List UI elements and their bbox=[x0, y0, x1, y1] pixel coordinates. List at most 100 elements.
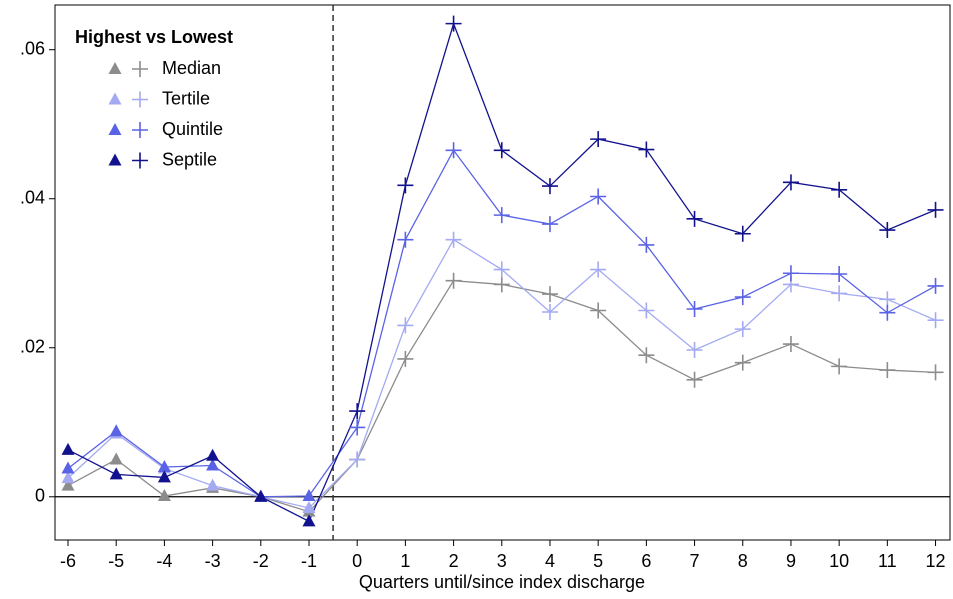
x-tick-label: 0 bbox=[352, 551, 362, 571]
triangle-marker bbox=[61, 471, 75, 484]
x-tick-label: 6 bbox=[641, 551, 651, 571]
x-tick-label: 11 bbox=[878, 551, 897, 571]
triangle-marker bbox=[109, 467, 123, 480]
legend-title: Highest vs Lowest bbox=[75, 27, 233, 47]
plus-marker bbox=[493, 207, 510, 224]
triangle-marker bbox=[61, 478, 75, 491]
plus-marker bbox=[590, 188, 607, 205]
triangle-marker bbox=[157, 489, 171, 502]
triangle-marker bbox=[61, 461, 75, 474]
plus-marker bbox=[445, 15, 462, 32]
plus-marker bbox=[638, 302, 655, 319]
triangle-marker bbox=[61, 442, 75, 455]
plus-marker bbox=[397, 231, 414, 248]
triangle-marker bbox=[302, 489, 316, 502]
x-tick-label: 2 bbox=[449, 551, 459, 571]
triangle-marker bbox=[157, 459, 171, 472]
plus-marker bbox=[782, 336, 799, 353]
plus-marker bbox=[734, 321, 751, 338]
triangle-marker bbox=[109, 452, 123, 465]
plus-marker bbox=[927, 201, 944, 218]
x-tick-label: -3 bbox=[205, 551, 221, 571]
plus-marker bbox=[541, 286, 558, 303]
legend-label: Median bbox=[162, 58, 221, 78]
legend-triangle bbox=[108, 123, 122, 135]
x-tick-label: -6 bbox=[60, 551, 76, 571]
plus-marker bbox=[541, 178, 558, 195]
plus-marker bbox=[541, 303, 558, 320]
plus-marker bbox=[493, 276, 510, 293]
plus-marker bbox=[397, 177, 414, 194]
legend-plus bbox=[132, 91, 148, 108]
plus-marker bbox=[879, 304, 896, 321]
plus-marker bbox=[686, 341, 703, 358]
triangle-marker bbox=[157, 470, 171, 483]
x-tick-label: 5 bbox=[593, 551, 603, 571]
x-tick-label: -1 bbox=[301, 551, 317, 571]
plus-marker bbox=[638, 141, 655, 158]
plus-marker bbox=[879, 291, 896, 308]
x-tick-label: 9 bbox=[786, 551, 796, 571]
legend-plus bbox=[132, 152, 148, 169]
triangle-marker bbox=[206, 448, 220, 461]
plus-marker bbox=[349, 419, 366, 436]
plus-marker bbox=[686, 210, 703, 227]
plus-marker bbox=[541, 216, 558, 233]
plus-marker bbox=[590, 261, 607, 278]
plus-marker bbox=[590, 302, 607, 319]
triangle-marker bbox=[109, 424, 123, 437]
triangle-marker bbox=[206, 478, 220, 491]
plus-marker bbox=[927, 312, 944, 329]
plus-marker bbox=[782, 265, 799, 282]
plus-marker bbox=[445, 142, 462, 159]
plus-marker bbox=[638, 236, 655, 253]
plus-marker bbox=[349, 451, 366, 468]
series-line bbox=[67, 149, 936, 498]
plus-marker bbox=[734, 354, 751, 371]
plus-marker bbox=[397, 317, 414, 334]
plus-marker bbox=[445, 231, 462, 248]
legend-plus bbox=[132, 61, 148, 77]
x-tick-label: 7 bbox=[690, 551, 700, 571]
plus-marker bbox=[879, 222, 896, 239]
plus-marker bbox=[445, 272, 462, 289]
triangle-marker bbox=[302, 514, 316, 527]
plus-marker bbox=[638, 347, 655, 364]
plus-marker bbox=[879, 362, 896, 379]
series-line bbox=[67, 280, 936, 513]
legend-label: Tertile bbox=[162, 88, 210, 108]
legend-triangle bbox=[108, 153, 122, 166]
plus-marker bbox=[831, 181, 848, 198]
plus-marker bbox=[493, 142, 510, 159]
x-tick-label: 8 bbox=[738, 551, 748, 571]
x-tick-label: 10 bbox=[829, 551, 849, 571]
plus-marker bbox=[734, 289, 751, 306]
legend-plus bbox=[132, 122, 148, 138]
legend-triangle bbox=[108, 92, 122, 105]
x-tick-label: 4 bbox=[545, 551, 555, 571]
plus-marker bbox=[686, 371, 703, 388]
legend-label: Septile bbox=[162, 149, 217, 169]
triangle-marker bbox=[254, 489, 268, 502]
y-tick-label: .06 bbox=[20, 38, 45, 58]
y-tick-label: 0 bbox=[35, 486, 45, 506]
plus-marker bbox=[927, 277, 944, 294]
x-axis-label: Quarters until/since index discharge bbox=[359, 572, 645, 592]
plus-marker bbox=[831, 265, 848, 282]
plus-marker bbox=[782, 174, 799, 191]
plus-marker bbox=[734, 225, 751, 242]
legend-triangle bbox=[108, 62, 122, 74]
x-tick-label: 3 bbox=[497, 551, 507, 571]
x-tick-label: -2 bbox=[253, 551, 269, 571]
triangle-marker bbox=[302, 500, 316, 513]
plus-marker bbox=[397, 350, 414, 367]
plot-frame bbox=[54, 4, 951, 541]
plus-marker bbox=[927, 364, 944, 381]
legend-label: Quintile bbox=[162, 119, 223, 139]
plus-marker bbox=[686, 301, 703, 318]
plus-marker bbox=[831, 358, 848, 375]
y-tick-label: .04 bbox=[20, 187, 45, 207]
x-tick-label: 1 bbox=[400, 551, 410, 571]
plus-marker bbox=[349, 403, 366, 420]
